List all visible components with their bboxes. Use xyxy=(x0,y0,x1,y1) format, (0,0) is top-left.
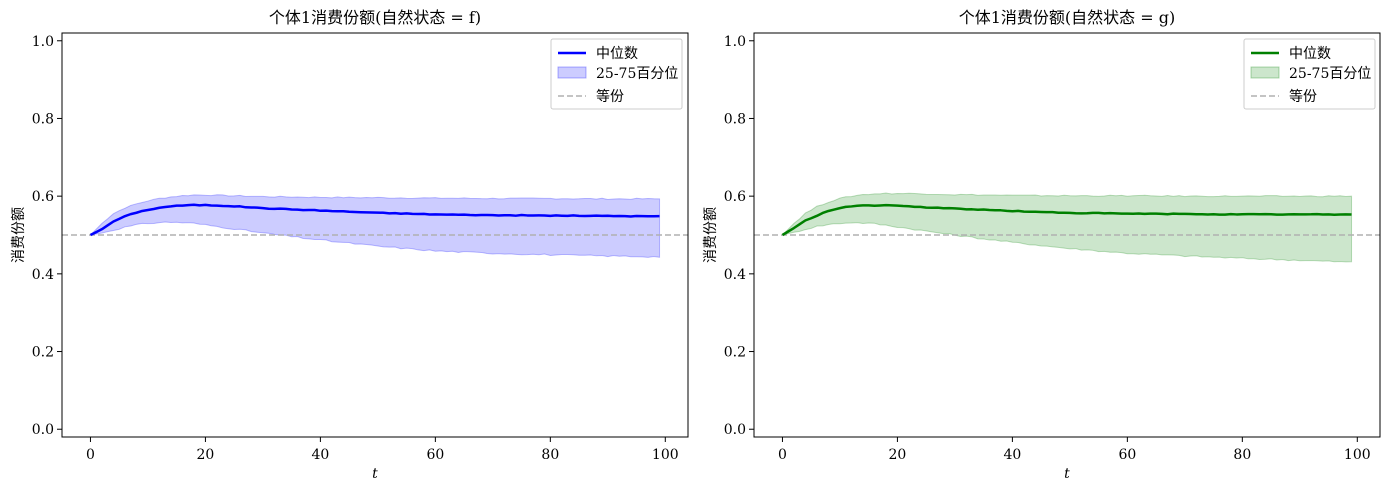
x-tick-label: 60 xyxy=(1118,447,1136,463)
plot-area-right xyxy=(754,192,1380,263)
y-ticks-left: 0.0 0.2 0.4 0.6 0.8 1.0 xyxy=(32,34,62,438)
y-tick-label: 0.4 xyxy=(724,267,746,283)
legend-band-label: 25-75百分位 xyxy=(596,66,678,82)
y-tick-label: 0.6 xyxy=(32,189,54,205)
x-tick-label: 20 xyxy=(889,447,907,463)
plot-area-left xyxy=(62,194,688,258)
legend-box xyxy=(1243,38,1376,110)
legend-band-swatch xyxy=(557,66,587,79)
y-tick-label: 0.2 xyxy=(32,345,54,361)
y-tick-label: 0.8 xyxy=(32,111,54,127)
x-tick-label: 80 xyxy=(541,447,559,463)
axes-border xyxy=(753,32,1381,438)
x-tick-label: 100 xyxy=(1344,447,1371,463)
legend-equal-label: 等份 xyxy=(596,88,624,105)
x-tick-label: 0 xyxy=(778,447,787,463)
x-ticks-left: 0 20 40 60 80 100 xyxy=(86,437,679,463)
chart-title: 个体1消费份额(自然状态 = g) xyxy=(959,8,1176,27)
percentile-band xyxy=(89,194,661,258)
legend-right: 中位数 25-75百分位 等份 xyxy=(1243,38,1376,110)
y-tick-label: 0.0 xyxy=(724,422,746,438)
legend-equal-label: 等份 xyxy=(1289,88,1317,105)
x-tick-label: 60 xyxy=(426,447,444,463)
percentile-band xyxy=(780,192,1353,263)
legend-box xyxy=(550,38,683,110)
y-tick-label: 1.0 xyxy=(724,34,746,50)
y-tick-label: 0.6 xyxy=(724,189,746,205)
y-tick-label: 0.2 xyxy=(724,345,746,361)
y-axis-label: 消费份额 xyxy=(703,207,719,263)
x-ticks-right: 0 20 40 60 80 100 xyxy=(778,437,1371,463)
legend-band-swatch xyxy=(1250,66,1280,79)
median-line xyxy=(781,203,1352,237)
median-line xyxy=(89,203,660,237)
legend-median-label: 中位数 xyxy=(1289,46,1331,62)
axes-border xyxy=(61,32,689,438)
x-axis-label: t xyxy=(372,466,378,482)
subplot-left: 个体1消费份额(自然状态 = f) 消费份额 t 0 20 40 60 80 100 0.… xyxy=(11,8,689,482)
legend-band-label: 25-75百分位 xyxy=(1289,66,1371,82)
subplot-right: 个体1消费份额(自然状态 = g) 消费份额 t 0 20 40 60 80 100 0.… xyxy=(703,8,1381,482)
x-tick-label: 0 xyxy=(86,447,95,463)
chart-title: 个体1消费份额(自然状态 = f) xyxy=(269,8,481,27)
x-tick-label: 100 xyxy=(652,447,679,463)
y-tick-label: 0.4 xyxy=(32,267,54,283)
x-tick-label: 20 xyxy=(197,447,215,463)
y-tick-label: 1.0 xyxy=(32,34,54,50)
y-tick-label: 0.8 xyxy=(724,111,746,127)
axes-frame-left xyxy=(61,32,689,438)
x-axis-label: t xyxy=(1064,466,1070,482)
legend-median-label: 中位数 xyxy=(596,46,638,62)
x-tick-label: 40 xyxy=(1003,447,1021,463)
y-tick-label: 0.0 xyxy=(32,422,54,438)
axes-frame-right xyxy=(753,32,1381,438)
x-tick-label: 80 xyxy=(1233,447,1251,463)
x-tick-label: 40 xyxy=(311,447,329,463)
y-axis-label: 消费份额 xyxy=(11,207,27,263)
legend-left: 中位数 25-75百分位 等份 xyxy=(550,38,683,110)
y-ticks-right: 0.0 0.2 0.4 0.6 0.8 1.0 xyxy=(724,34,754,438)
